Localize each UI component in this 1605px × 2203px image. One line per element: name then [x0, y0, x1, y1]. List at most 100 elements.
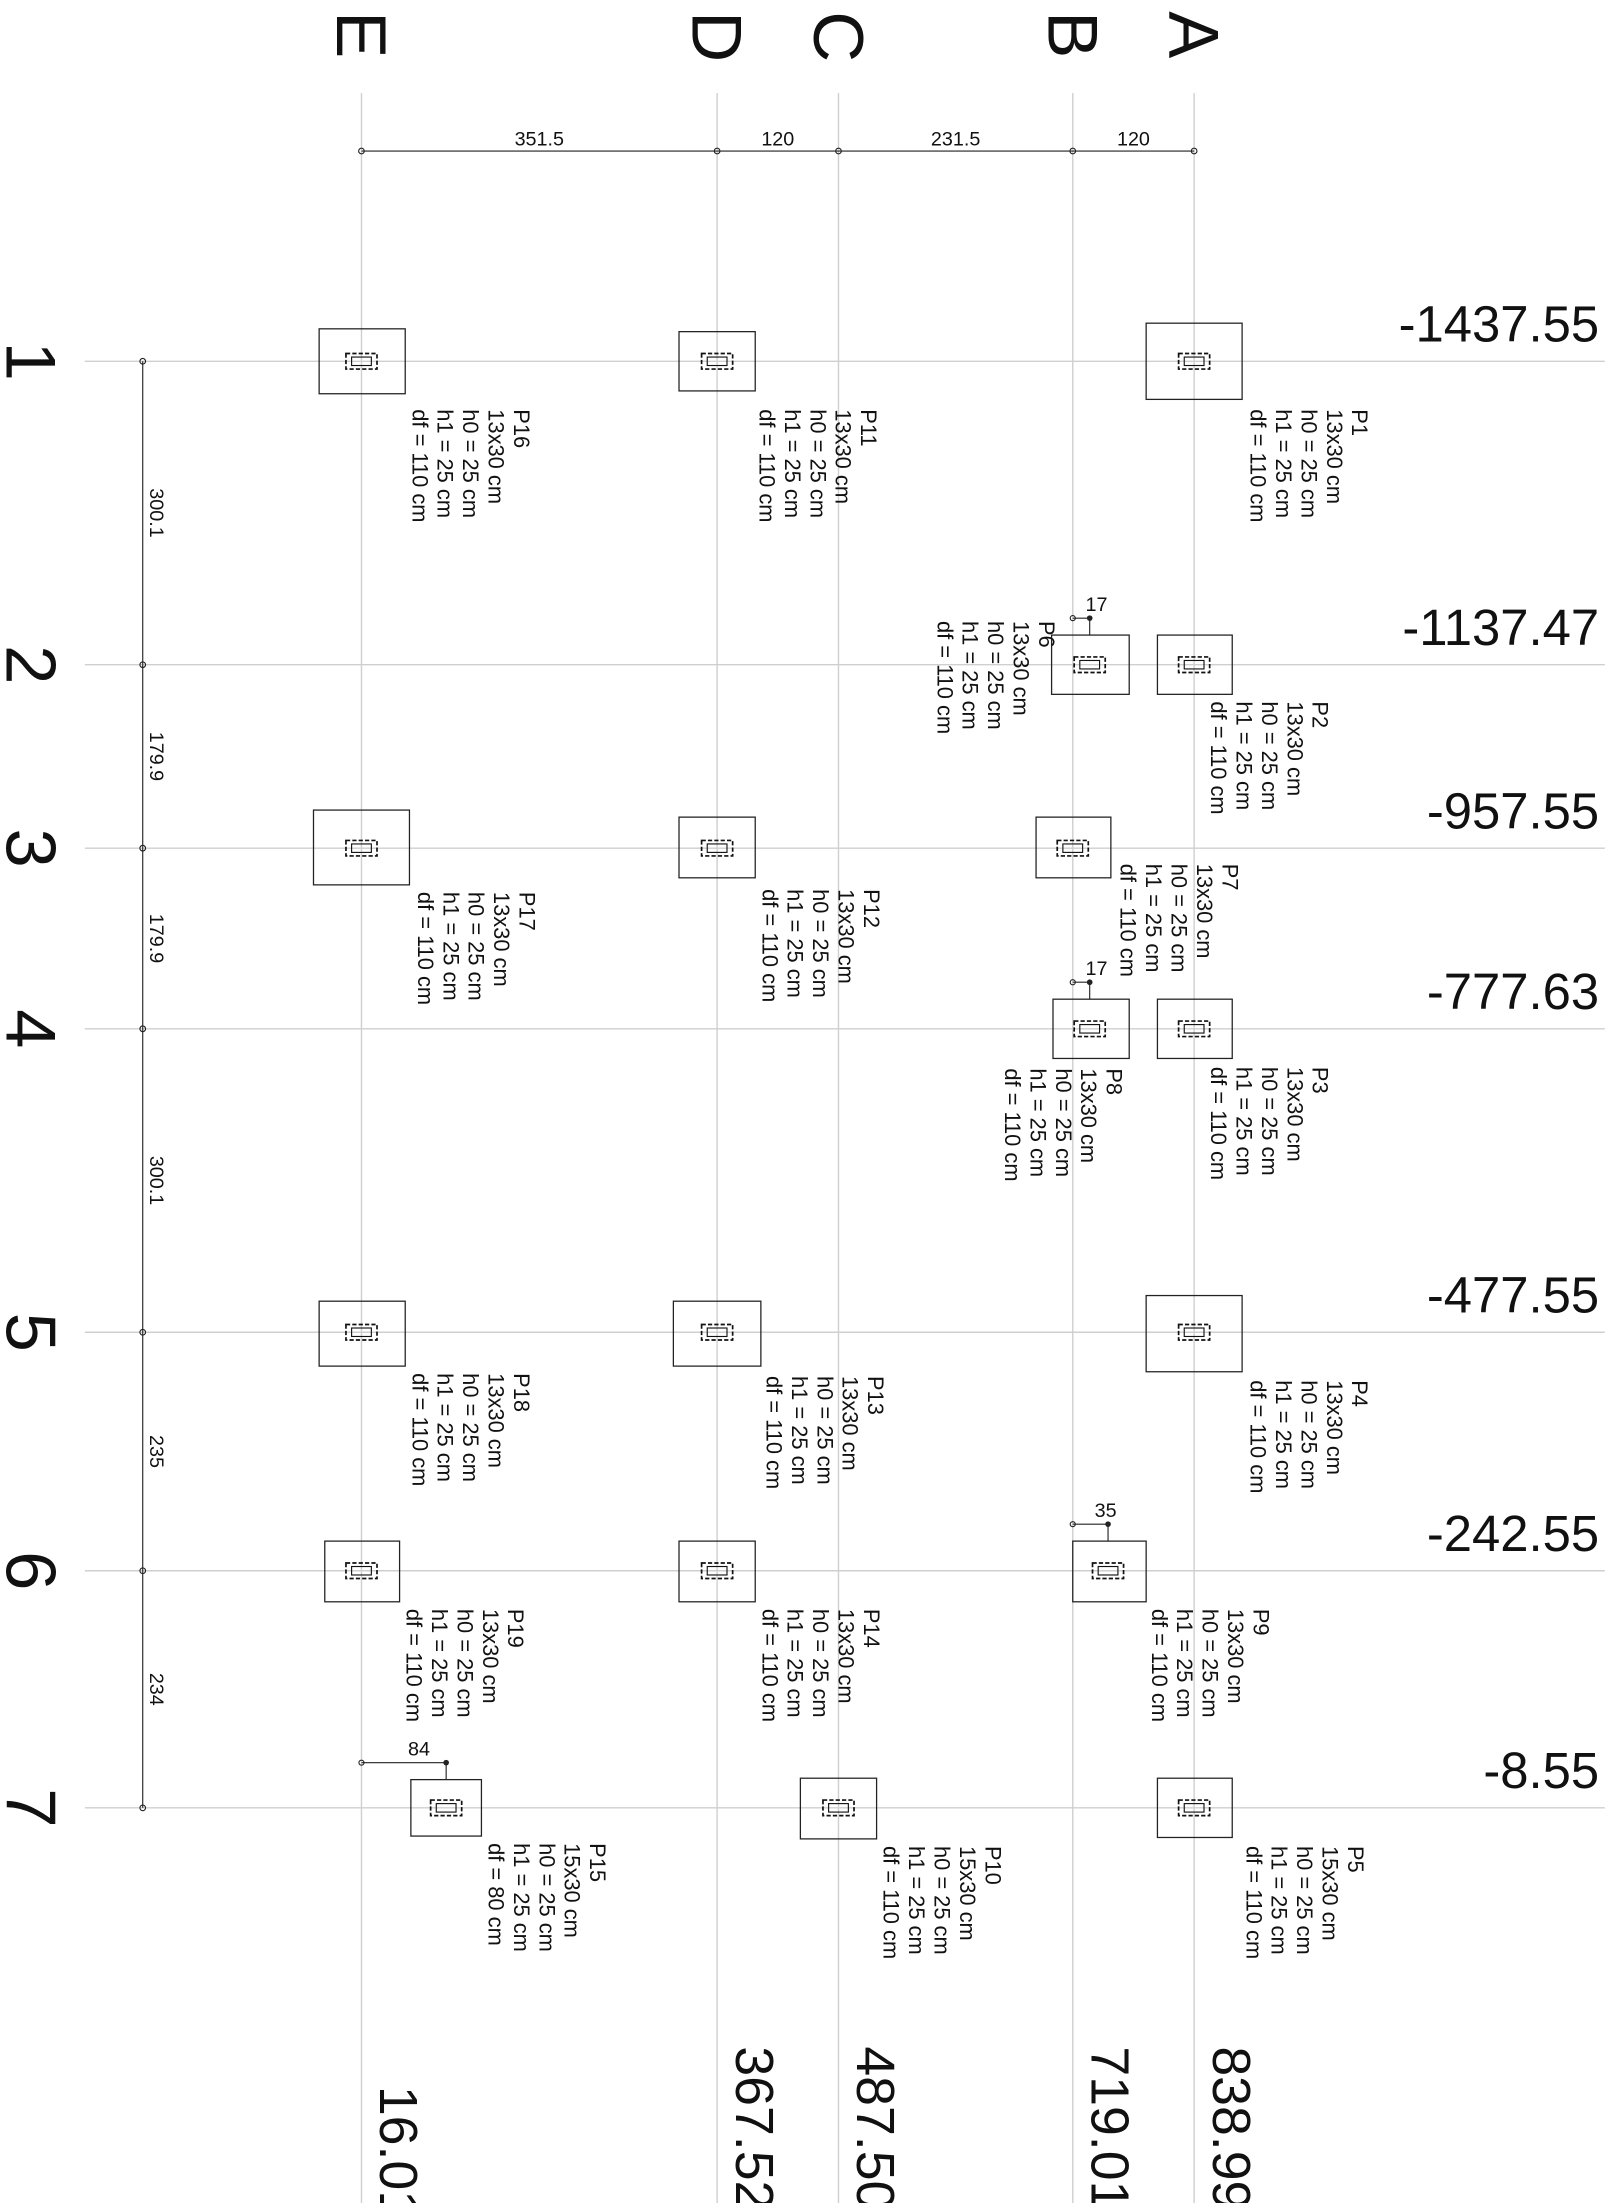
footing-label: 13x30 cm [1282, 1067, 1307, 1162]
footing-label: 13x30 cm [1322, 1380, 1347, 1475]
dimension-node [713, 147, 721, 155]
footing-label: h0 = 25 cm [1051, 1068, 1076, 1177]
footing-label: 13x30 cm [483, 409, 508, 504]
offset-label: 17 [1085, 594, 1107, 616]
column-core [706, 843, 728, 853]
footing-label: 13x30 cm [1076, 1068, 1101, 1163]
footing-label: P1 [1347, 409, 1372, 436]
footing-label: 13x30 cm [838, 1376, 863, 1471]
column-core [351, 1327, 372, 1338]
offset-label: 17 [1085, 958, 1107, 980]
footing-label: h0 = 25 cm [452, 1609, 477, 1718]
footing-outline [1052, 998, 1130, 1060]
footing-outline [318, 328, 406, 395]
dimension-node [139, 661, 147, 669]
offset-node [358, 1759, 365, 1766]
footing-label: df = 110 cm [757, 889, 782, 1002]
footing-label: h1 = 25 cm [509, 1843, 534, 1952]
column-outline [700, 839, 734, 857]
offset-label: 84 [408, 1739, 430, 1761]
footing-label: df = 110 cm [413, 892, 438, 1005]
footing-label: h0 = 25 cm [1167, 864, 1192, 973]
column-core [351, 1565, 372, 1576]
column-outline [1177, 656, 1211, 674]
column-outline [345, 839, 378, 857]
footing-outline [1145, 322, 1243, 401]
footing-label: P16 [509, 409, 534, 448]
column-label: D [678, 11, 757, 62]
column-coordinate: 16.01 [368, 2086, 428, 2203]
footing-label: P13 [863, 1376, 888, 1415]
footing-outline [678, 816, 756, 879]
row-label: 2 [0, 645, 71, 684]
footing-label: P6 [1034, 621, 1059, 648]
column-outline [1177, 1020, 1211, 1038]
footing-outline [1156, 1777, 1233, 1839]
footing-label: P7 [1217, 864, 1242, 891]
footing-label: h1 = 25 cm [787, 1376, 812, 1485]
footing-label: df = 110 cm [757, 1609, 782, 1722]
column-outline [700, 1562, 734, 1580]
dimension-label: 234 [145, 1673, 167, 1706]
dimension-node [139, 1804, 147, 1812]
footing-label: h0 = 25 cm [929, 1846, 954, 1955]
footing-label: h1 = 25 cm [1267, 1846, 1292, 1955]
offset-label: 35 [1095, 1500, 1117, 1522]
footing-label: df = 110 cm [1246, 409, 1271, 522]
column-coordinate: 487.50 [845, 2046, 905, 2203]
column-core [351, 843, 372, 853]
dimension-node [1190, 147, 1198, 155]
column-core [1183, 1803, 1205, 1813]
footing-label: h1 = 25 cm [1271, 409, 1296, 518]
footing-label: h1 = 25 cm [1141, 864, 1166, 973]
footing-label: 13x30 cm [1322, 409, 1347, 504]
footing-label: P4 [1347, 1380, 1372, 1407]
dimension-label: 235 [145, 1435, 167, 1468]
footing-label: h1 = 25 cm [1172, 1609, 1197, 1718]
column-outline [1177, 352, 1211, 370]
offset-node [1086, 615, 1093, 621]
column-core [1079, 659, 1101, 670]
column-label: E [322, 11, 401, 58]
column-coordinate: 367.52 [724, 2046, 784, 2203]
dimension-node [139, 1328, 147, 1336]
footing-label: h0 = 25 cm [805, 409, 830, 518]
column-outline [1056, 839, 1090, 857]
row-label: 5 [0, 1313, 71, 1352]
footing-label: P11 [856, 409, 881, 446]
dimension-node [835, 147, 842, 155]
footing-label: h1 = 25 cm [1025, 1068, 1050, 1177]
footing-label: 13x30 cm [483, 1373, 508, 1468]
footing-label: P3 [1308, 1067, 1333, 1094]
column-core [1097, 1565, 1119, 1576]
footing-label: h0 = 25 cm [1257, 701, 1282, 810]
column-outline [345, 1562, 378, 1580]
column-core [706, 1565, 728, 1576]
footing-label: df = 110 cm [407, 409, 432, 522]
footing-label: df = 80 cm [483, 1843, 508, 1946]
footing-label: 13x30 cm [831, 409, 856, 504]
row-label: 7 [0, 1788, 71, 1827]
column-core [828, 1803, 849, 1813]
footing-label: df = 110 cm [1147, 1609, 1172, 1722]
footing-label: h0 = 25 cm [458, 409, 483, 518]
footing-label: 15x30 cm [955, 1846, 980, 1941]
footing-label: 13x30 cm [1223, 1609, 1248, 1704]
column-core [435, 1803, 457, 1813]
column-core [1183, 1327, 1205, 1338]
column-outline [1073, 1020, 1107, 1038]
dimension-node [139, 1025, 147, 1033]
offset-node [1069, 1521, 1076, 1528]
footing-label: P19 [503, 1609, 528, 1648]
footing-label: P2 [1308, 701, 1333, 728]
footing-outline [799, 1777, 878, 1840]
